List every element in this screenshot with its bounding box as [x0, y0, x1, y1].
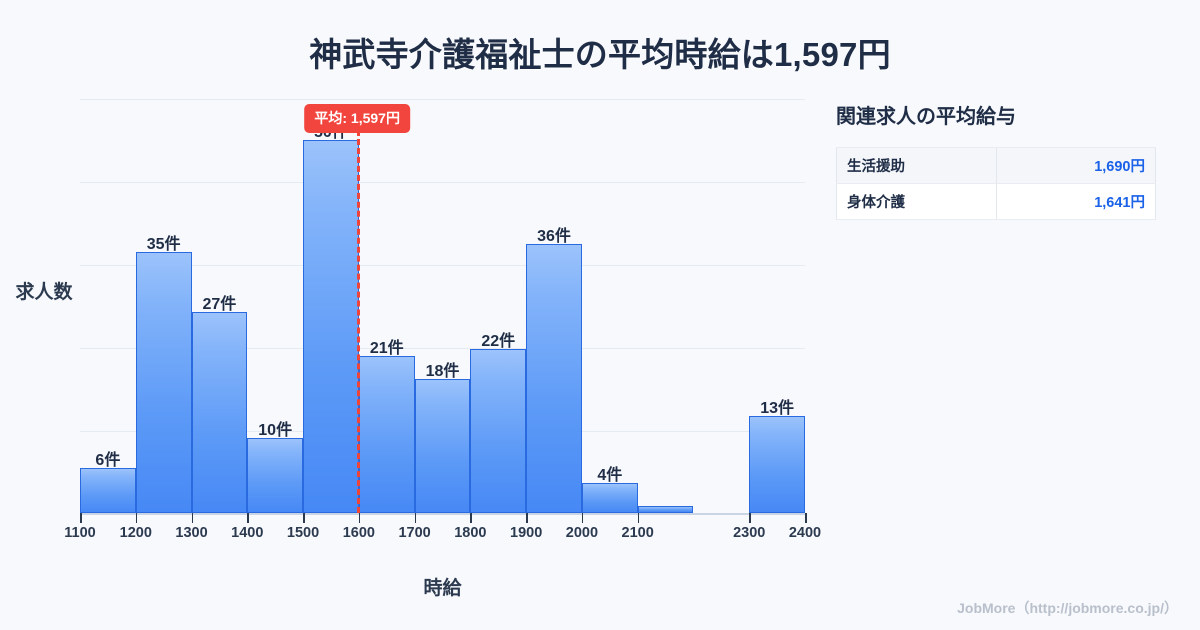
x-axis-baseline [80, 513, 805, 515]
x-axis-tick-label: 1300 [175, 525, 208, 541]
x-axis-tick-label: 1600 [342, 525, 375, 541]
x-axis-tick-label: 1700 [398, 525, 431, 541]
x-axis-tick-label: 1400 [231, 525, 264, 541]
x-axis-tick [414, 513, 417, 523]
gridline [80, 265, 805, 266]
histogram-bar [470, 348, 527, 513]
x-axis-tick [247, 513, 249, 523]
related-job-value: 1,690円 [995, 147, 1156, 184]
page-title: 神武寺介護福祉士の平均時給は1,597円 [309, 36, 891, 73]
mean-badge: 平均: 1,597円 [304, 104, 410, 133]
bar-value-label: 35件 [146, 235, 181, 253]
bar-value-label: 13件 [760, 400, 794, 418]
related-job-name: 身体介護 [836, 183, 997, 220]
histogram-bar [191, 311, 248, 513]
x-axis-title: 時給 [423, 578, 462, 599]
gridline [80, 182, 805, 183]
bar-value-label: 18件 [425, 362, 460, 380]
histogram-bar [135, 251, 192, 513]
x-axis-tick-label: 1100 [64, 525, 96, 541]
gridline [80, 99, 805, 100]
x-axis-tick [470, 513, 472, 523]
histogram-bar [526, 244, 582, 513]
x-axis-tick [526, 513, 528, 523]
y-axis-title: 求人数 [15, 282, 73, 303]
x-axis-tick [637, 513, 640, 523]
table-row: 生活援助 1,690円 [836, 147, 1156, 184]
x-axis-tick [191, 513, 194, 523]
x-axis-tick-label: 2100 [621, 525, 654, 541]
x-axis-tick-label: 2300 [733, 525, 766, 541]
footer-credit: JobMore（http://jobmore.co.jp/） [957, 600, 1178, 616]
related-job-value: 1,641円 [995, 183, 1156, 220]
bar-value-label: 6件 [95, 452, 121, 470]
bar-value-label: 10件 [258, 422, 293, 440]
gridline [80, 348, 805, 349]
x-axis-tick-label: 1200 [119, 525, 152, 541]
histogram-bar [749, 416, 805, 513]
related-jobs-title: 関連求人の平均給与 [836, 106, 1016, 128]
x-axis-tick [135, 513, 138, 523]
x-axis-tick [581, 513, 584, 523]
table-row: 身体介護 1,641円 [836, 183, 1156, 220]
x-axis-tick-label: 1900 [510, 525, 543, 541]
histogram-bar [358, 356, 415, 513]
x-axis-tick-label: 1800 [454, 525, 487, 541]
related-jobs-table: 生活援助 1,690円 身体介護 1,641円 [836, 147, 1156, 220]
histogram-bar [303, 140, 359, 513]
bar-value-label: 4件 [597, 467, 623, 485]
x-axis-tick [80, 513, 82, 523]
bar-value-label: 22件 [481, 332, 516, 350]
x-axis-tick [358, 513, 361, 523]
histogram-bar [581, 483, 638, 513]
bar-value-label: 27件 [202, 295, 237, 313]
x-axis-tick [805, 513, 807, 523]
related-jobs-panel: 関連求人の平均給与 生活援助 1,690円 身体介護 1,641円 [836, 100, 1166, 220]
x-axis-tick-label: 1500 [286, 525, 320, 541]
histogram-bar [247, 438, 304, 513]
bar-value-label: 21件 [369, 340, 404, 358]
mean-line [357, 130, 361, 513]
histogram-bar [637, 505, 694, 513]
x-axis-tick-label: 2400 [788, 525, 822, 541]
histogram-bar [414, 378, 471, 513]
x-axis-tick-label: 2000 [565, 525, 599, 541]
x-axis-tick [303, 513, 305, 523]
x-axis-tick [749, 513, 751, 523]
related-job-name: 生活援助 [836, 147, 997, 184]
histogram-bar [80, 468, 136, 513]
bar-value-label: 36件 [537, 228, 571, 246]
